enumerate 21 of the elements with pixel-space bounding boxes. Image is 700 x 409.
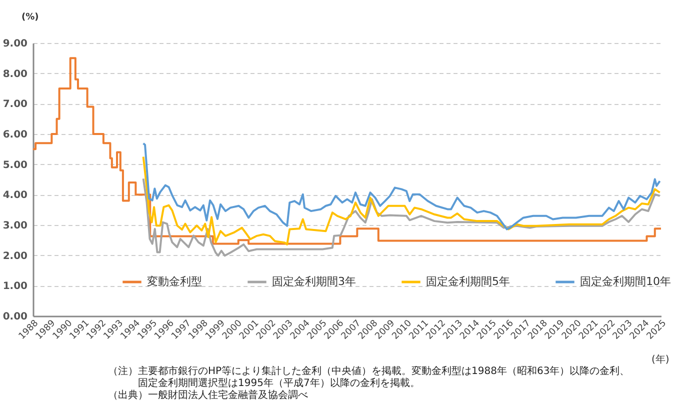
y-tick-label: 1.00	[2, 281, 28, 292]
y-axis-title: (%)	[22, 12, 39, 22]
text: （出典）一般財団法人住宅金融普及協会調べ	[108, 390, 309, 402]
legend-label: 固定金利期間10年	[580, 275, 671, 288]
y-tick-label: 4.00	[2, 190, 28, 202]
y-tick-label: 9.00	[2, 38, 28, 50]
legend-label: 固定金利期間5年	[426, 275, 510, 288]
y-tick-label: 5.00	[2, 160, 28, 171]
line-series	[142, 142, 661, 230]
y-tick-label: 7.00	[2, 99, 28, 110]
y-tick-label: 8.00	[2, 68, 28, 80]
text: （注）主要都市銀行のHP等により集計した金利（中央値）を掲載。変動金利型は1988年（昭和63年）以降の金利、固定金利期間選択型は1995年（平成7年）以降の金利を掲載。	[108, 366, 631, 390]
line-series	[142, 178, 661, 257]
line-series	[142, 156, 661, 246]
y-tick-label: 0.00	[2, 312, 28, 322]
legend-label: 変動金利型	[147, 275, 202, 288]
y-tick-label: 3.00	[2, 220, 28, 232]
legend-label: 固定金利期間3年	[272, 275, 356, 288]
y-tick-label: 2.00	[2, 250, 28, 262]
y-tick-label: 6.00	[2, 130, 28, 140]
x-axis-title: (年)	[652, 354, 670, 366]
